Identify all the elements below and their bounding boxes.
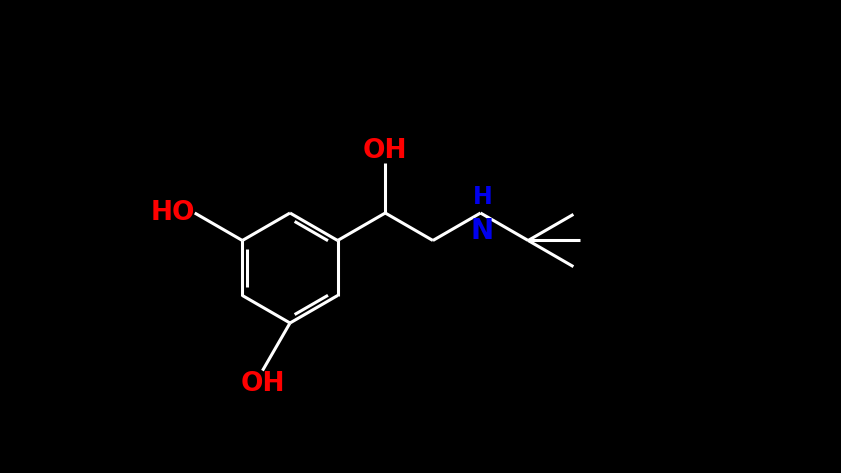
Text: HO: HO: [151, 200, 195, 226]
Text: OH: OH: [363, 138, 408, 164]
Text: OH: OH: [241, 371, 285, 397]
Text: H: H: [473, 185, 492, 209]
Text: N: N: [471, 217, 495, 245]
